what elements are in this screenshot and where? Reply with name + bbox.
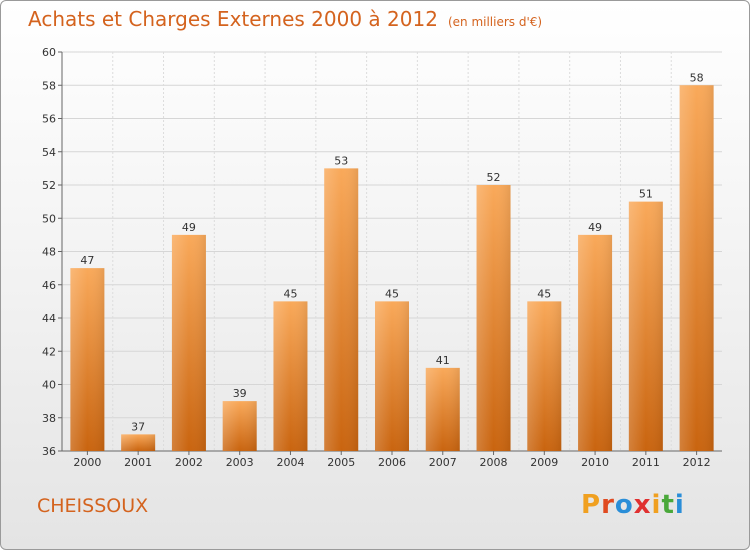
x-tick-label: 2008 [480,456,508,469]
bar-shading [578,234,613,451]
data-label: 58 [690,71,704,84]
y-tick-label: 42 [42,345,56,358]
data-label: 45 [283,287,297,300]
labels: 36 38 40 42 44 46 48 50 52 54 56 58 60 47 2000 37 2001 49… [42,46,711,469]
x-tick-label: 2007 [429,456,457,469]
data-label: 53 [334,154,348,167]
data-label: 37 [131,420,145,433]
bar-shading [375,301,409,451]
y-tick-label: 50 [42,212,56,225]
bar-shading [222,401,257,451]
bars [70,85,714,451]
logo-letter: t [661,490,675,520]
x-tick-label: 2010 [581,456,609,469]
bar-shading [476,185,511,451]
data-label: 49 [182,221,196,234]
x-tick-label: 2001 [124,456,152,469]
logo-letter: o [614,490,634,520]
bar-shading [324,168,359,451]
y-tick-label: 38 [42,412,56,425]
x-tick-label: 2006 [378,456,406,469]
y-tick-label: 56 [42,113,56,126]
logo-letter: i [651,490,662,520]
chart-title-unit: (en milliers d'€) [447,15,543,29]
y-tick-label: 36 [42,445,56,458]
bar-shading [425,367,460,451]
proxiti-logo: Proxiti [581,490,685,520]
logo-letter: r [601,490,615,520]
data-label: 45 [537,287,551,300]
data-label: 47 [80,254,94,267]
x-tick-label: 2009 [530,456,558,469]
bar-shading [273,301,308,451]
data-label: 41 [436,354,450,367]
bar-shading [121,434,156,451]
data-label: 45 [385,287,399,300]
location-label: CHEISSOUX [37,495,149,517]
y-tick-label: 46 [42,279,56,292]
bar-shading [171,234,206,451]
logo-letter: x [633,490,652,520]
x-tick-label: 2002 [175,456,203,469]
logo-letter: i [674,490,685,520]
y-tick-label: 60 [42,46,56,59]
x-tick-label: 2012 [683,456,711,469]
chart-title-main: Achats et Charges Externes 2000 à 2012 [28,7,438,31]
chart-title: Achats et Charges Externes 2000 à 2012 (e… [28,7,542,31]
y-tick-label: 40 [42,379,56,392]
bar-shading [527,301,562,451]
data-label: 52 [487,171,501,184]
bar-shading [679,85,714,451]
y-tick-label: 48 [42,246,56,259]
x-tick-label: 2004 [276,456,304,469]
y-tick-label: 44 [42,312,56,325]
y-tick-label: 58 [42,79,56,92]
x-tick-label: 2003 [226,456,254,469]
bar-shading [628,201,663,451]
data-label: 51 [639,188,653,201]
x-tick-label: 2011 [632,456,660,469]
data-label: 49 [588,221,602,234]
x-tick-label: 2000 [73,456,101,469]
logo-letter: P [581,490,602,520]
bar-shading [70,268,105,451]
y-tick-label: 54 [42,146,56,159]
data-label: 39 [233,387,247,400]
y-tick-label: 52 [42,179,56,192]
x-tick-label: 2005 [327,456,355,469]
